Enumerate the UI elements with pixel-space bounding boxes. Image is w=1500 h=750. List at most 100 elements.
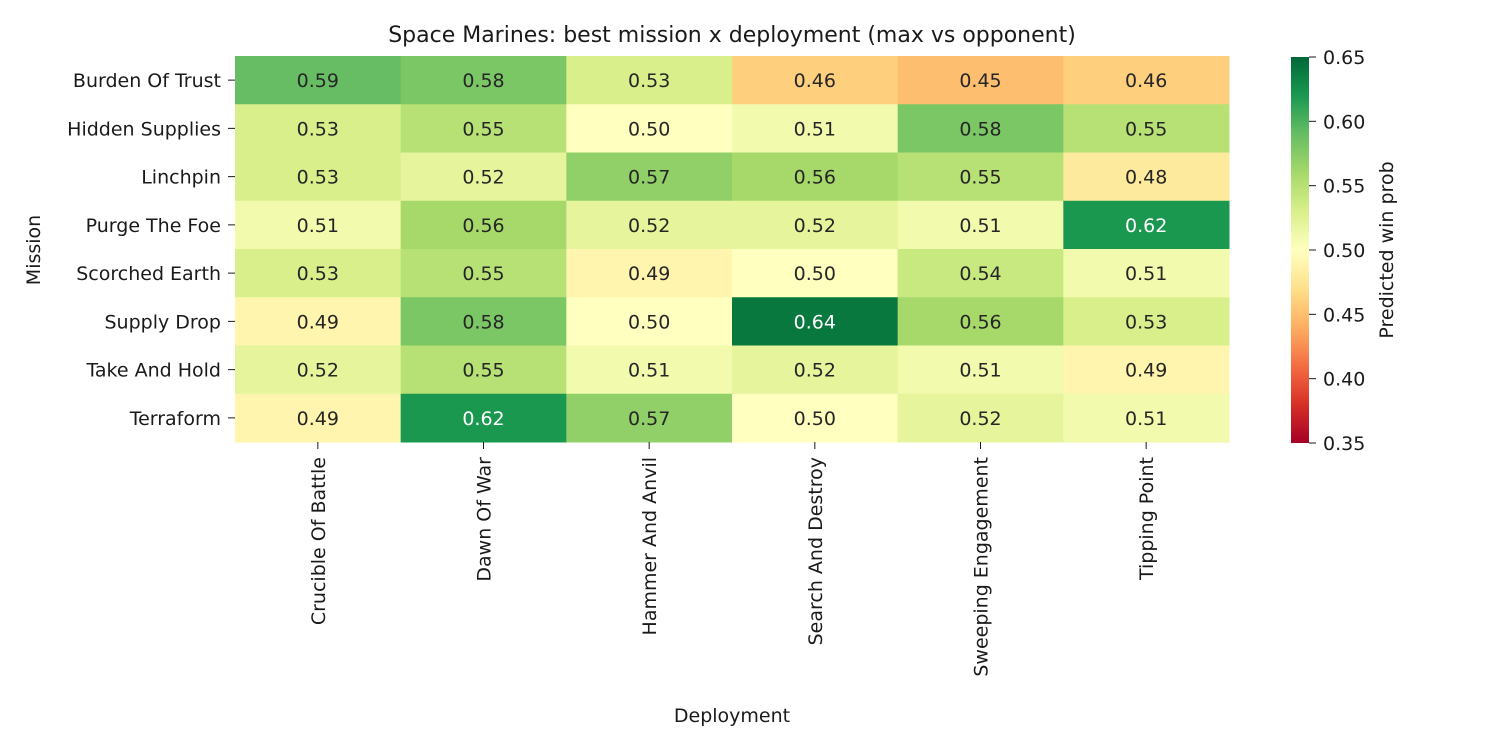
colorbar-tick-label: 0.40	[1323, 369, 1365, 391]
heatmap-cell	[566, 249, 733, 298]
heatmap-cell	[897, 393, 1064, 443]
heatmap-cell	[897, 249, 1064, 298]
heatmap-cell	[400, 297, 567, 346]
x-tick-label: Sweeping Engagement	[971, 457, 993, 677]
colorbar-tick-label: 0.55	[1323, 176, 1365, 198]
cell-value-label: 0.59	[297, 70, 339, 92]
heatmap-cells: 0.59 0.58 0.53 0.46 0.45 0.46 0.53 0.55 0.50 0.51…	[235, 56, 1230, 443]
heatmap-cell	[235, 56, 402, 105]
cell-value-label: 0.52	[794, 360, 836, 382]
cell-value-label: 0.55	[462, 118, 504, 140]
heatmap-cell	[1063, 393, 1230, 443]
cell-value-label: 0.51	[628, 360, 670, 382]
colorbar-label: Predicted win prob	[1376, 161, 1398, 338]
cell-value-label: 0.58	[959, 118, 1001, 140]
heatmap-cell	[566, 345, 733, 395]
cell-value-label: 0.51	[959, 360, 1001, 382]
cell-value-label: 0.53	[628, 70, 670, 92]
cell-value-label: 0.55	[462, 360, 504, 382]
cell-value-label: 0.49	[297, 311, 339, 333]
heatmap-cell	[566, 152, 733, 202]
heatmap-cell	[732, 104, 899, 153]
heatmap-cell	[1063, 56, 1230, 105]
heatmap-cell	[897, 104, 1064, 153]
y-axis-label: Mission	[23, 215, 45, 285]
heatmap-cell	[235, 393, 402, 443]
cell-value-label: 0.50	[794, 408, 836, 430]
cell-value-label: 0.53	[1125, 311, 1167, 333]
y-tick-label: Take And Hold	[85, 360, 221, 382]
heatmap-cell	[235, 249, 402, 298]
heatmap-cell	[235, 152, 402, 202]
y-tick-label: Burden Of Trust	[73, 70, 221, 92]
y-tick-label: Supply Drop	[105, 311, 222, 333]
heatmap-cell	[897, 56, 1064, 105]
cell-value-label: 0.52	[462, 167, 504, 189]
cell-value-label: 0.46	[1125, 70, 1167, 92]
heatmap-cell	[400, 104, 567, 153]
cell-value-label: 0.57	[628, 167, 670, 189]
heatmap-cell	[1063, 200, 1230, 250]
colorbar-tick-label: 0.65	[1323, 47, 1365, 69]
heatmap-cell	[566, 297, 733, 346]
colorbar-tick-label: 0.45	[1323, 304, 1365, 326]
cell-value-label: 0.46	[794, 70, 836, 92]
cell-value-label: 0.51	[794, 118, 836, 140]
cell-value-label: 0.52	[628, 215, 670, 237]
cell-value-label: 0.51	[1125, 263, 1167, 285]
cell-value-label: 0.57	[628, 408, 670, 430]
y-axis-ticks: Burden Of Trust Hidden Supplies Linchpin Pu…	[67, 70, 235, 430]
cell-value-label: 0.56	[462, 215, 504, 237]
cell-value-label: 0.50	[628, 311, 670, 333]
cell-value-label: 0.49	[297, 408, 339, 430]
heatmap-cell	[732, 393, 899, 443]
cell-value-label: 0.64	[794, 311, 836, 333]
cell-value-label: 0.56	[794, 167, 836, 189]
cell-value-label: 0.50	[628, 118, 670, 140]
heatmap-cell	[732, 297, 899, 346]
y-tick-label: Scorched Earth	[76, 263, 221, 285]
x-tick-label: Search And Destroy	[805, 457, 827, 645]
cell-value-label: 0.55	[462, 263, 504, 285]
x-axis-ticks: Crucible Of Battle Dawn Of War Hammer And …	[308, 442, 1158, 677]
x-tick-label: Tipping Point	[1136, 457, 1158, 581]
heatmap-cell	[897, 152, 1064, 202]
colorbar-ticks: 0.35 0.40 0.45 0.50 0.55 0.60 0.65	[1309, 47, 1365, 455]
x-tick-label: Hammer And Anvil	[639, 457, 661, 635]
heatmap-cell	[566, 200, 733, 250]
heatmap-cell	[566, 104, 733, 153]
cell-value-label: 0.52	[297, 360, 339, 382]
heatmap-cell	[235, 345, 402, 395]
colorbar-tick-label: 0.60	[1323, 111, 1365, 133]
cell-value-label: 0.53	[297, 263, 339, 285]
heatmap-cell	[235, 297, 402, 346]
x-axis-label: Deployment	[674, 705, 790, 727]
cell-value-label: 0.50	[794, 263, 836, 285]
heatmap-cell	[897, 200, 1064, 250]
colorbar-gradient	[1291, 57, 1309, 443]
heatmap-cell	[1063, 152, 1230, 202]
heatmap-cell	[400, 56, 567, 105]
colorbar-tick-label: 0.35	[1323, 433, 1365, 455]
heatmap-cell	[400, 249, 567, 298]
cell-value-label: 0.49	[1125, 360, 1167, 382]
colorbar: 0.35 0.40 0.45 0.50 0.55 0.60 0.65 Predicted w…	[1291, 47, 1398, 455]
cell-value-label: 0.54	[959, 263, 1001, 285]
heatmap-cell	[1063, 345, 1230, 395]
cell-value-label: 0.51	[297, 215, 339, 237]
cell-value-label: 0.62	[462, 408, 504, 430]
cell-value-label: 0.53	[297, 167, 339, 189]
heatmap-cell	[732, 249, 899, 298]
cell-value-label: 0.62	[1125, 215, 1167, 237]
y-tick-label: Linchpin	[141, 167, 221, 189]
cell-value-label: 0.52	[959, 408, 1001, 430]
colorbar-tick-label: 0.50	[1323, 240, 1365, 262]
cell-value-label: 0.56	[959, 311, 1001, 333]
heatmap-cell	[732, 56, 899, 105]
heatmap-cell	[566, 56, 733, 105]
heatmap-cell	[235, 200, 402, 250]
cell-value-label: 0.58	[462, 70, 504, 92]
heatmap-cell	[235, 104, 402, 153]
y-tick-label: Terraform	[129, 408, 221, 430]
